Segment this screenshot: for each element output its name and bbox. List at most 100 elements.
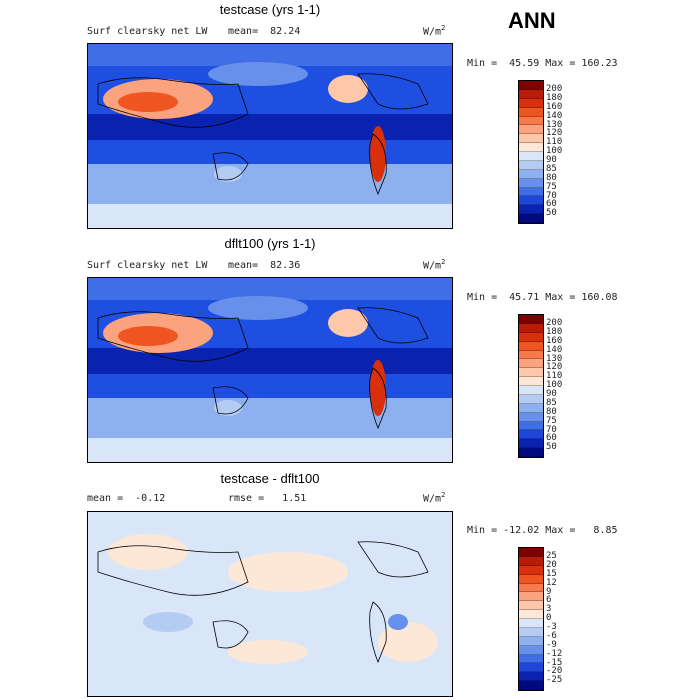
- panel2-map: [87, 277, 453, 463]
- colorbar-label: 60: [546, 199, 557, 210]
- colorbar-label: 90: [546, 389, 557, 399]
- colorbar-swatch: [519, 377, 543, 386]
- panel3-map: [87, 511, 453, 697]
- colorbar-swatch: [519, 178, 543, 188]
- colorbar-swatch: [519, 394, 543, 404]
- colorbar-label: 200: [546, 318, 563, 328]
- panel1-colorbar: [518, 80, 544, 224]
- colorbar-swatch: [519, 107, 543, 117]
- panel1-title: testcase (yrs 1-1): [219, 2, 321, 17]
- colorbar-swatch: [519, 610, 543, 619]
- colorbar-label: -20: [546, 666, 563, 677]
- colorbar-label: 110: [546, 371, 563, 382]
- panel3-field: [88, 512, 452, 696]
- colorbar-label: 50: [546, 208, 557, 219]
- colorbar-label: 140: [546, 110, 563, 121]
- colorbar-swatch: [519, 421, 543, 431]
- colorbar-label: 140: [546, 344, 563, 355]
- colorbar-swatch: [519, 160, 543, 170]
- colorbar-label: 160: [546, 101, 563, 112]
- colorbar-label: 70: [546, 190, 557, 201]
- colorbar-swatch: [519, 565, 543, 575]
- colorbar-swatch: [519, 556, 543, 566]
- colorbar-swatch: [519, 430, 543, 440]
- colorbar-label: 80: [546, 172, 557, 183]
- colorbar-label: 200: [546, 84, 563, 94]
- colorbar-label: 90: [546, 155, 557, 165]
- colorbar-label: 120: [546, 128, 563, 139]
- colorbar-swatch: [519, 196, 543, 206]
- colorbar-label: 75: [546, 181, 557, 192]
- colorbar-label: 180: [546, 92, 563, 103]
- colorbar-label: 75: [546, 415, 557, 426]
- panel3-minmax: Min = -12.02 Max = 8.85: [467, 525, 618, 536]
- panel3-units: W/m2: [423, 491, 446, 505]
- panel1-minmax: Min = 45.59 Max = 160.23: [467, 58, 618, 69]
- colorbar-swatch: [519, 187, 543, 197]
- panel3-mean: mean = -0.12: [87, 493, 166, 504]
- colorbar-swatch: [519, 359, 543, 369]
- colorbar-swatch: [519, 143, 543, 152]
- colorbar-label: 110: [546, 137, 563, 148]
- colorbar-label: -25: [546, 675, 563, 686]
- colorbar-swatch: [519, 315, 543, 324]
- panel1-units: W/m2: [423, 24, 446, 38]
- colorbar-label: -12: [546, 648, 563, 659]
- colorbar-label: 130: [546, 353, 563, 364]
- colorbar-swatch: [519, 548, 543, 557]
- panel2-units: W/m2: [423, 258, 446, 272]
- colorbar-label: 100: [546, 146, 563, 157]
- colorbar-label: -9: [546, 639, 557, 650]
- panel2-colorbar: [518, 314, 544, 458]
- colorbar-label: 15: [546, 568, 557, 579]
- panel2-field: [88, 278, 452, 462]
- colorbar-swatch: [519, 403, 543, 413]
- colorbar-swatch: [519, 152, 543, 161]
- panel1-map: [87, 43, 453, 229]
- panel1-variable: Surf clearsky net LW: [87, 26, 208, 37]
- colorbar-swatch: [519, 125, 543, 135]
- colorbar-label: 180: [546, 326, 563, 337]
- colorbar-label: -3: [546, 622, 557, 632]
- colorbar-swatch: [519, 583, 543, 593]
- panel2-variable: Surf clearsky net LW: [87, 260, 208, 271]
- colorbar-swatch: [519, 350, 543, 360]
- colorbar-swatch: [519, 627, 543, 637]
- colorbar-swatch: [519, 439, 543, 449]
- panel1-mean: mean= 82.24: [228, 26, 301, 37]
- colorbar-swatch: [519, 116, 543, 126]
- colorbar-swatch: [519, 574, 543, 584]
- colorbar-swatch: [519, 645, 543, 655]
- colorbar-label: 3: [546, 604, 552, 615]
- colorbar-label: -15: [546, 657, 563, 668]
- colorbar-swatch: [519, 386, 543, 395]
- colorbar-label: 6: [546, 595, 552, 606]
- colorbar-swatch: [519, 654, 543, 664]
- colorbar-label: 70: [546, 424, 557, 435]
- colorbar-swatch: [519, 672, 543, 682]
- colorbar-swatch: [519, 332, 543, 342]
- colorbar-swatch: [519, 81, 543, 90]
- colorbar-label: 25: [546, 551, 557, 561]
- panel3-rmse: rmse = 1.51: [228, 493, 307, 504]
- colorbar-swatch: [519, 169, 543, 179]
- colorbar-label: -6: [546, 630, 557, 641]
- colorbar-label: 12: [546, 577, 557, 588]
- colorbar-swatch: [519, 619, 543, 628]
- colorbar-label: 130: [546, 119, 563, 130]
- colorbar-swatch: [519, 636, 543, 646]
- colorbar-label: 60: [546, 433, 557, 444]
- colorbar-label: 85: [546, 397, 557, 408]
- colorbar-swatch: [519, 592, 543, 602]
- colorbar-label: 85: [546, 163, 557, 174]
- colorbar-label: 50: [546, 442, 557, 453]
- colorbar-swatch: [519, 681, 543, 690]
- colorbar-swatch: [519, 448, 543, 457]
- colorbar-swatch: [519, 341, 543, 351]
- colorbar-label: 100: [546, 380, 563, 391]
- colorbar-swatch: [519, 98, 543, 108]
- colorbar-label: 80: [546, 406, 557, 417]
- colorbar-swatch: [519, 601, 543, 611]
- colorbar-label: 9: [546, 586, 552, 597]
- colorbar-swatch: [519, 663, 543, 673]
